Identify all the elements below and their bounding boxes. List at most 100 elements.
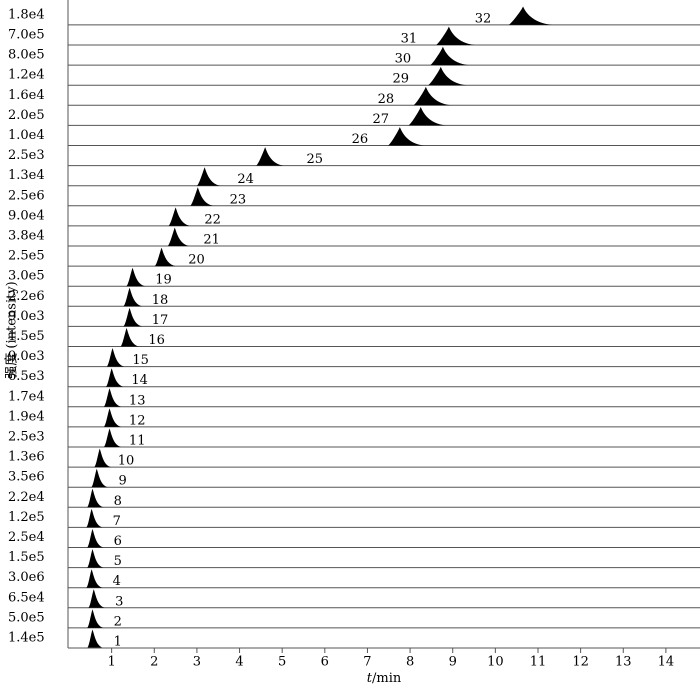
peak-number: 15: [132, 353, 149, 368]
peak: [123, 287, 143, 307]
y-axis-label: 强度 (intensity): [4, 281, 20, 379]
x-tick-label: 7: [363, 655, 371, 670]
peak: [413, 86, 451, 106]
peak: [167, 227, 190, 246]
intensity-label: 1.5e5: [8, 550, 45, 565]
peak-number: 9: [118, 474, 126, 489]
peak: [508, 6, 553, 25]
peak: [103, 388, 122, 407]
intensity-label: 6.5e3: [8, 369, 45, 384]
peak-number: 31: [401, 32, 418, 47]
peak: [103, 428, 122, 447]
peak-number: 19: [155, 273, 172, 288]
intensity-label: 1.0e4: [8, 128, 45, 143]
intensity-label: 3.8e4: [8, 229, 45, 244]
intensity-label: 8.0e5: [8, 48, 45, 63]
peak: [91, 468, 108, 488]
peak: [190, 187, 214, 206]
peak-number: 5: [114, 554, 122, 569]
intensity-label: 1.8e4: [8, 7, 45, 22]
peak: [106, 348, 125, 367]
intensity-label: 6.5e4: [8, 590, 45, 605]
peak-number: 25: [306, 152, 323, 167]
intensity-label: 1.3e6: [8, 450, 45, 465]
peak-number: 21: [203, 233, 220, 248]
peak-number: 10: [118, 454, 135, 469]
peak: [126, 267, 146, 287]
intensity-label: 2.5e3: [8, 430, 45, 445]
peak: [154, 247, 176, 267]
intensity-label: 2.5e6: [8, 188, 45, 203]
intensity-label: 2.5e3: [8, 148, 45, 163]
peak: [255, 147, 284, 166]
peak: [105, 368, 124, 387]
peak-number: 1: [114, 635, 122, 650]
x-tick-label: 8: [406, 655, 414, 670]
x-tick-label: 6: [321, 655, 329, 670]
x-tick-label: 13: [615, 655, 632, 670]
peak-number: 23: [230, 192, 247, 207]
peak-number: 12: [129, 413, 146, 428]
peak-number: 28: [378, 92, 395, 107]
intensity-label: 1.3e4: [8, 168, 45, 183]
peak-number: 18: [152, 293, 169, 308]
peak-number: 26: [352, 132, 369, 147]
intensity-label: 3.0e6: [8, 570, 45, 585]
intensity-label: 5.0e5: [8, 610, 45, 625]
x-tick-label: 2: [150, 655, 158, 670]
x-tick-label: 14: [658, 655, 675, 670]
peak-number: 24: [237, 172, 254, 187]
peak: [427, 66, 467, 86]
x-tick-label: 3: [193, 655, 201, 670]
peak-number: 14: [131, 373, 148, 388]
x-axis-label: t/min: [367, 671, 402, 686]
peak: [430, 46, 469, 66]
peak-number: 3: [115, 594, 123, 609]
peak: [123, 307, 143, 327]
peak: [196, 167, 221, 186]
intensity-label: 1.9e4: [8, 409, 45, 424]
peak: [86, 549, 104, 568]
x-tick-label: 11: [530, 655, 547, 670]
peak: [168, 207, 191, 226]
intensity-label: 3.0e5: [8, 269, 45, 284]
peak-number: 13: [129, 393, 146, 408]
peak-number: 32: [475, 11, 492, 26]
intensity-label: 1.6e4: [8, 88, 45, 103]
intensity-label: 1.2e5: [8, 510, 45, 525]
peak: [86, 488, 104, 508]
peak: [86, 529, 104, 548]
x-tick-label: 5: [278, 655, 286, 670]
peak: [408, 106, 446, 126]
intensity-label: 2.0e5: [8, 108, 45, 123]
peak-number: 30: [395, 52, 412, 67]
peak-number: 17: [152, 313, 169, 328]
peak: [88, 589, 105, 608]
peak: [94, 448, 111, 468]
peak-number: 27: [372, 112, 389, 127]
intensity-label: 1.7e4: [8, 389, 45, 404]
peak-number: 2: [114, 614, 122, 629]
x-tick-label: 10: [487, 655, 504, 670]
peak-number: 20: [188, 253, 205, 268]
peak-number: 29: [393, 72, 410, 87]
peak-number: 7: [113, 514, 121, 529]
peak: [86, 508, 103, 528]
peak: [435, 26, 475, 45]
intensity-label: 9.0e3: [8, 309, 45, 324]
intensity-label: 1.2e4: [8, 68, 45, 83]
x-tick-label: 12: [572, 655, 589, 670]
peak: [120, 328, 139, 347]
x-tick-label: 4: [235, 655, 243, 670]
peak-number: 8: [114, 494, 122, 509]
peak: [103, 408, 122, 427]
intensity-label: 2.2e6: [8, 289, 45, 304]
intensity-label: 2.5e5: [8, 249, 45, 264]
x-label-unit: /min: [372, 671, 402, 686]
intensity-label: 1.4e5: [8, 631, 45, 646]
intensity-label: 9.0e4: [8, 208, 45, 223]
peak-number: 16: [148, 333, 165, 348]
intensity-label: 3.5e6: [8, 470, 45, 485]
intensity-label: 2.2e4: [8, 490, 45, 505]
